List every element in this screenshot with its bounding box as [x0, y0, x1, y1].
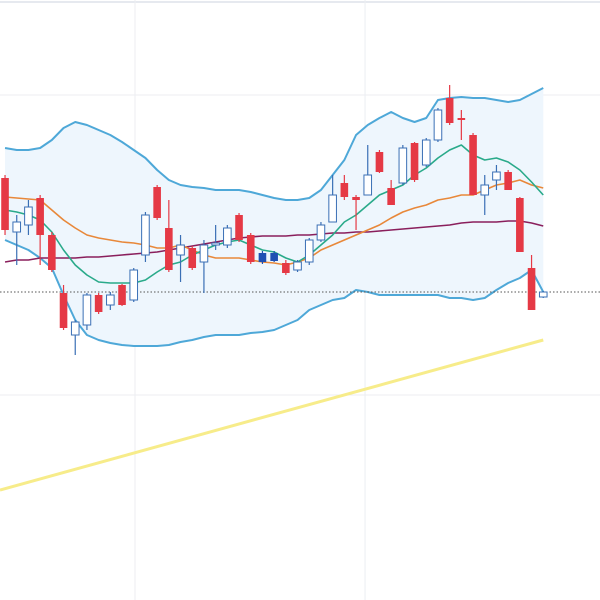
candle-body: [106, 294, 115, 306]
candle-body: [410, 143, 419, 180]
candle-body: [293, 261, 302, 271]
candle-body: [48, 235, 56, 270]
candle-body: [516, 198, 524, 252]
candle-body: [82, 294, 92, 326]
candle-body: [235, 215, 243, 240]
candle-body: [129, 269, 139, 301]
candle-body: [59, 293, 68, 328]
candle-body: [199, 244, 209, 263]
candle-body: [363, 174, 373, 196]
candle-body: [12, 221, 22, 233]
candle-body: [538, 291, 548, 298]
candle-body: [352, 197, 360, 200]
band-lower-line: [4, 239, 545, 347]
candle-body: [504, 172, 512, 190]
candle-body: [153, 187, 161, 218]
candle-body: [246, 235, 255, 262]
candle-body: [94, 295, 103, 312]
candle-body: [282, 263, 290, 273]
candle-body: [176, 244, 185, 256]
candle-body: [387, 188, 395, 205]
candle-body: [398, 147, 408, 184]
candle-body: [258, 253, 267, 262]
candle-body: [469, 135, 477, 195]
candle-body: [304, 239, 314, 263]
candle-body: [340, 183, 349, 197]
candle-body: [270, 253, 278, 261]
candle-body: [527, 268, 536, 310]
candle-body: [188, 248, 197, 268]
candle-body: [70, 321, 80, 336]
candle-body: [24, 206, 33, 226]
candle-body: [165, 228, 173, 270]
candle-body: [211, 242, 220, 246]
candle-body: [118, 285, 126, 305]
candle-body: [141, 214, 150, 256]
candle-body: [433, 109, 443, 141]
candle-body: [445, 98, 454, 123]
moving-average-line: [4, 220, 544, 263]
candle-body: [316, 224, 326, 241]
candle-body: [328, 194, 337, 223]
candle-body: [457, 118, 466, 120]
moving-average-line: [4, 179, 544, 266]
candle-body: [375, 152, 384, 172]
long-average-line: [0, 338, 544, 492]
candle-body: [223, 227, 232, 246]
candle-body: [36, 198, 44, 235]
candle-body: [492, 171, 501, 181]
band-upper-line: [4, 87, 544, 201]
candle-body: [480, 184, 490, 196]
candle-body: [1, 178, 9, 230]
candle-body: [421, 139, 431, 166]
